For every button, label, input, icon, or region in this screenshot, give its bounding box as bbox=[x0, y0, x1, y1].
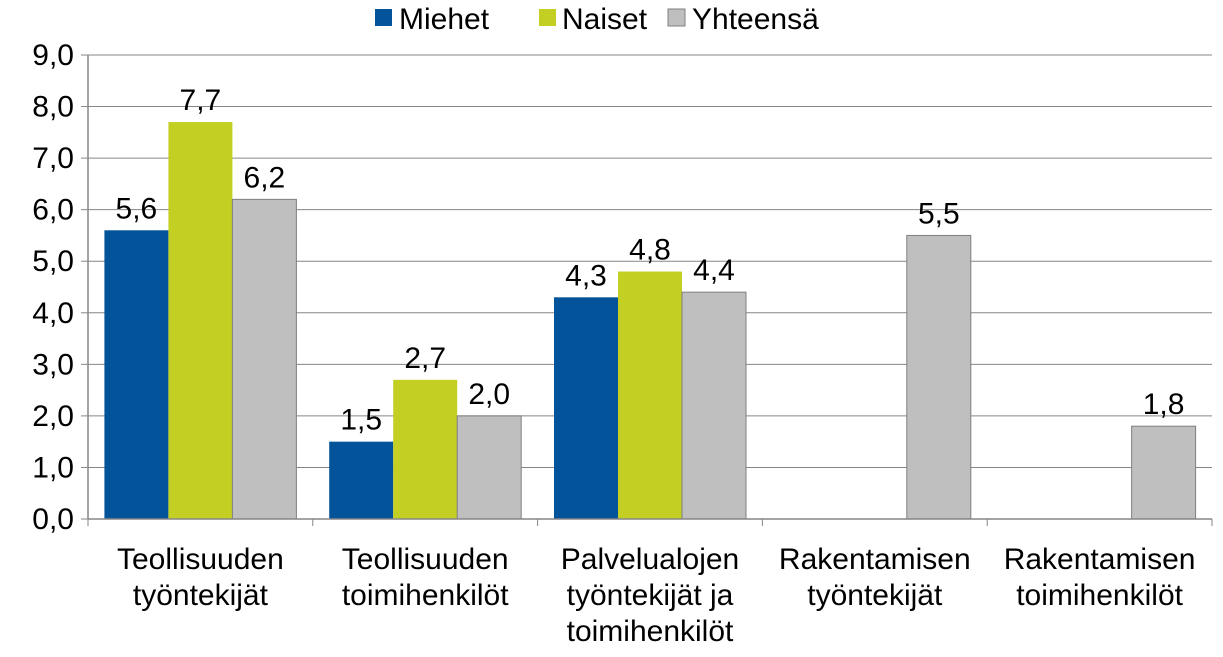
bar-yhteensä bbox=[231, 198, 297, 520]
axes bbox=[81, 54, 1213, 526]
y-tick-label: 8,0 bbox=[32, 91, 74, 124]
y-tick-label: 3,0 bbox=[32, 348, 74, 381]
category-label-line: Teollisuuden bbox=[342, 543, 509, 576]
category-label-line: toimihenkilöt bbox=[342, 579, 509, 612]
y-tick-label: 7,0 bbox=[32, 142, 74, 175]
bars bbox=[104, 122, 1197, 520]
data-label: 1,8 bbox=[1143, 388, 1185, 421]
data-label: 4,4 bbox=[693, 254, 735, 287]
bar-yhteensä bbox=[1131, 425, 1197, 520]
category-label: Rakentamisen työntekijät bbox=[779, 543, 971, 612]
legend-label: Naiset bbox=[562, 3, 648, 36]
y-tick-label: 2,0 bbox=[32, 400, 74, 433]
bar-yhteensä bbox=[456, 415, 522, 520]
legend-label: Miehet bbox=[399, 3, 490, 36]
y-tick-label: 4,0 bbox=[32, 297, 74, 330]
y-tick-label: 1,0 bbox=[32, 451, 74, 484]
category-label-line: Rakentamisen bbox=[1004, 543, 1196, 576]
bar-naiset bbox=[168, 122, 233, 520]
data-label: 2,0 bbox=[468, 378, 510, 411]
category-label-line: työntekijät bbox=[807, 579, 943, 612]
category-label-line: työntekijät ja bbox=[567, 579, 734, 612]
legend-swatch-yhteensä bbox=[667, 8, 686, 27]
category-label-line: Palvelualojen bbox=[561, 543, 739, 576]
category-label-line: toimihenkilöt bbox=[1016, 579, 1183, 612]
data-label: 4,3 bbox=[565, 259, 607, 292]
category-label-line: työntekijät bbox=[133, 579, 269, 612]
data-label: 1,5 bbox=[340, 404, 382, 437]
data-labels: 5,6 7,7 6,2 1,5 2,7 2,0 4,3 4,8 4,4 5,5 1,8 bbox=[116, 84, 1185, 437]
data-label: 5,5 bbox=[918, 197, 960, 230]
y-tick-label: 6,0 bbox=[32, 194, 74, 227]
data-label: 7,7 bbox=[180, 84, 222, 117]
category-label: Teollisuuden toimihenkilöt bbox=[342, 543, 509, 612]
y-tick-label: 5,0 bbox=[32, 245, 74, 278]
category-label: Rakentamisen toimihenkilöt bbox=[1004, 543, 1196, 612]
bar-miehet bbox=[329, 441, 394, 519]
y-tick-label: 0,0 bbox=[32, 503, 74, 536]
data-label: 5,6 bbox=[116, 192, 158, 225]
category-label-line: Teollisuuden bbox=[117, 543, 284, 576]
data-label: 6,2 bbox=[244, 161, 286, 194]
data-label: 2,7 bbox=[404, 342, 446, 375]
category-label-line: toimihenkilöt bbox=[567, 615, 734, 648]
y-tick-label: 9,0 bbox=[32, 39, 74, 72]
category-label-line: Rakentamisen bbox=[779, 543, 971, 576]
legend: Miehet Naiset Yhteensä bbox=[375, 3, 819, 36]
category-label: Teollisuuden työntekijät bbox=[117, 543, 284, 612]
bar-miehet bbox=[104, 230, 169, 520]
legend-swatch-naiset bbox=[539, 9, 556, 26]
bar-miehet bbox=[554, 297, 618, 519]
data-label: 4,8 bbox=[629, 234, 671, 267]
legend-swatch-miehet bbox=[375, 9, 392, 26]
bar-yhteensä bbox=[906, 234, 972, 520]
bar-naiset bbox=[618, 271, 682, 519]
category-label: Palvelualojen työntekijät ja toimihenkilöt bbox=[561, 543, 739, 648]
legend-label: Yhteensä bbox=[692, 3, 819, 36]
bar-yhteensä bbox=[681, 291, 747, 520]
bar-naiset bbox=[393, 379, 458, 519]
y-axis-ticks: 0,0 1,0 2,0 3,0 4,0 5,0 6,0 7,0 8,0 9,0 bbox=[32, 39, 74, 536]
